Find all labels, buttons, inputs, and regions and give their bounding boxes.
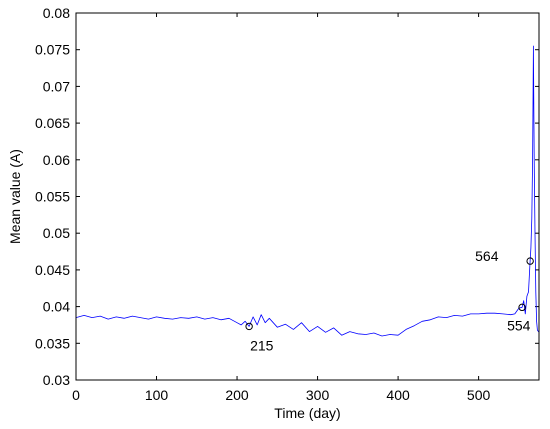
x-tick-label: 500 <box>467 387 491 403</box>
x-axis-label: Time (day) <box>274 405 340 421</box>
y-tick-label: 0.06 <box>43 152 70 168</box>
x-axis-ticks: 0 100 200 300 400 500 <box>72 13 491 403</box>
marker-circle-564 <box>526 257 534 265</box>
y-tick-label: 0.075 <box>35 42 70 58</box>
y-tick-label: 0.05 <box>43 225 70 241</box>
plot-frame <box>75 12 540 381</box>
marker-circle-554 <box>518 303 526 312</box>
data-markers: 215 554 564 <box>245 248 534 353</box>
y-axis-label: Mean value (A) <box>7 149 23 244</box>
x-tick-label: 300 <box>306 387 330 403</box>
marker-label-215: 215 <box>250 337 274 353</box>
series-line <box>75 45 540 337</box>
y-tick-label: 0.04 <box>43 299 70 315</box>
y-tick-label: 0.045 <box>35 262 70 278</box>
y-axis-ticks: 0.03 0.035 0.04 0.045 0.05 0.055 0.06 0.065 0.07… <box>35 5 539 388</box>
x-tick-label: 0 <box>72 387 80 403</box>
y-tick-label: 0.07 <box>43 78 70 94</box>
y-tick-label: 0.055 <box>35 189 70 205</box>
y-tick-label: 0.035 <box>35 335 70 351</box>
y-tick-label: 0.065 <box>35 115 70 131</box>
marker-label-564: 564 <box>475 248 499 264</box>
marker-label-554: 554 <box>507 317 531 333</box>
x-tick-label: 200 <box>225 387 249 403</box>
marker-circle-215 <box>245 322 253 331</box>
x-tick-label: 100 <box>145 387 169 403</box>
x-tick-label: 400 <box>386 387 410 403</box>
y-tick-label: 0.03 <box>43 372 70 388</box>
y-tick-label: 0.08 <box>43 5 70 21</box>
